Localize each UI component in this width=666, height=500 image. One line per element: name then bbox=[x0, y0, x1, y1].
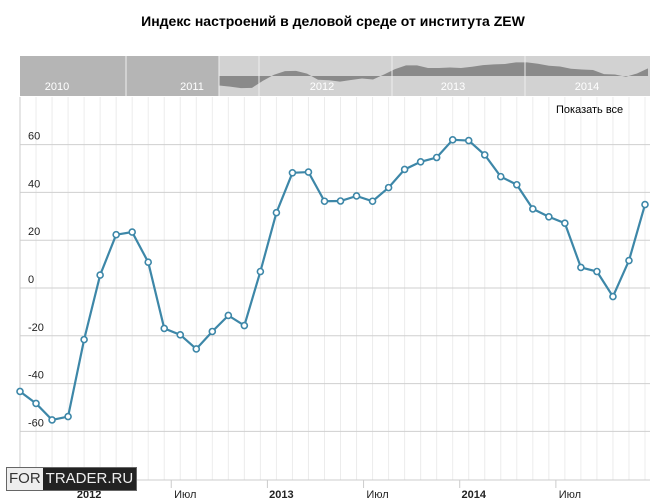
y-tick-label: 60 bbox=[28, 131, 40, 143]
data-point bbox=[160, 324, 169, 333]
data-point bbox=[368, 197, 377, 206]
data-point bbox=[64, 412, 72, 421]
data-point bbox=[320, 197, 329, 206]
show-all-button[interactable]: Показать все bbox=[556, 104, 624, 116]
data-point bbox=[144, 258, 153, 266]
y-tick-label: 0 bbox=[28, 274, 34, 286]
data-point bbox=[128, 228, 136, 236]
data-point bbox=[288, 169, 297, 177]
navigator-year-label: 2011 bbox=[180, 81, 204, 93]
navigator-series bbox=[219, 62, 648, 89]
data-point bbox=[384, 183, 393, 192]
data-point bbox=[416, 158, 425, 166]
data-point bbox=[256, 267, 265, 276]
navigator-year-label: 2010 bbox=[45, 81, 69, 93]
series-line bbox=[19, 138, 647, 422]
y-tick-label: -60 bbox=[28, 417, 44, 429]
data-point bbox=[512, 180, 521, 189]
data-point bbox=[192, 345, 201, 353]
y-tick-label: -20 bbox=[28, 322, 44, 334]
x-tick-label: Июл bbox=[559, 489, 581, 500]
data-point bbox=[464, 136, 473, 145]
data-point bbox=[176, 331, 185, 339]
y-tick-label: 40 bbox=[28, 178, 40, 190]
data-point bbox=[480, 151, 489, 159]
data-point bbox=[112, 230, 120, 239]
logo: FOR TRADER.RU bbox=[6, 467, 138, 491]
chart-title: Индекс настроений в деловой среде от инс… bbox=[141, 13, 525, 29]
data-point bbox=[208, 327, 217, 336]
y-tick-label: 20 bbox=[28, 226, 40, 238]
data-point bbox=[432, 153, 441, 162]
x-tick-label: 2014 bbox=[461, 489, 486, 500]
data-point bbox=[336, 197, 345, 205]
y-tick-label: -40 bbox=[28, 370, 44, 382]
data-point bbox=[96, 271, 104, 279]
data-point bbox=[496, 172, 505, 181]
x-tick-label: Июл bbox=[366, 489, 388, 500]
logo-part2: TRADER.RU bbox=[42, 468, 137, 490]
logo-part1: FOR bbox=[7, 468, 43, 490]
navigator-year-label: 2012 bbox=[310, 81, 334, 93]
data-point bbox=[240, 321, 249, 330]
data-point bbox=[577, 263, 585, 272]
data-point bbox=[80, 335, 88, 344]
series-points bbox=[16, 136, 649, 424]
data-point bbox=[400, 165, 409, 174]
data-point bbox=[272, 208, 281, 217]
navigator-year-label: 2014 bbox=[575, 81, 599, 93]
data-point bbox=[545, 212, 553, 221]
x-tick-label: Июл bbox=[174, 489, 196, 500]
data-point bbox=[352, 192, 361, 200]
x-tick-label: 2013 bbox=[269, 489, 293, 500]
grid bbox=[19, 97, 650, 490]
data-point bbox=[448, 136, 457, 144]
data-point bbox=[625, 256, 633, 265]
data-point bbox=[641, 200, 649, 209]
y-axis: 60 40 20 0 -20 -40 -60 bbox=[28, 131, 44, 430]
data-point bbox=[609, 292, 617, 301]
data-point bbox=[529, 205, 537, 213]
navigator[interactable]: 2010 2011 2012 2013 2014 bbox=[20, 56, 650, 96]
data-point bbox=[304, 168, 313, 176]
x-axis: 2012 Июл 2013 Июл 2014 Июл bbox=[74, 480, 581, 500]
navigator-mask bbox=[20, 56, 219, 96]
x-tick-label: 2012 bbox=[77, 489, 101, 500]
data-point bbox=[561, 219, 569, 228]
data-point bbox=[32, 399, 40, 408]
data-point bbox=[16, 387, 24, 396]
data-point bbox=[48, 416, 56, 424]
navigator-year-label: 2013 bbox=[441, 81, 465, 93]
data-point bbox=[224, 311, 233, 320]
data-point bbox=[593, 267, 601, 276]
